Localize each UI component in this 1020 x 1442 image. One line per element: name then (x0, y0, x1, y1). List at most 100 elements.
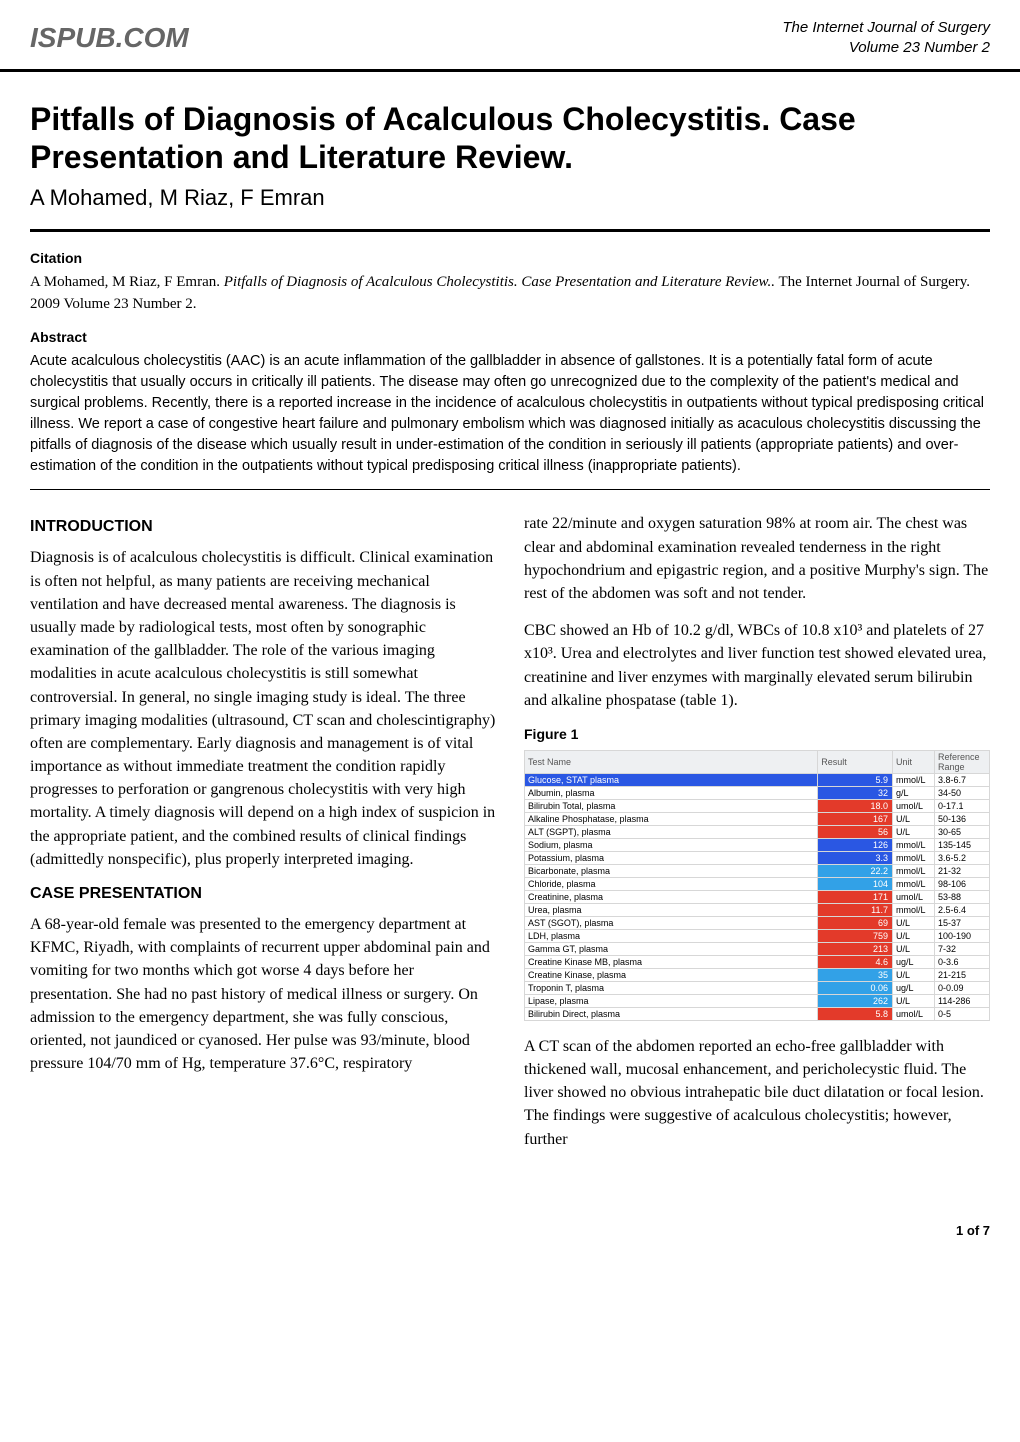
cell-unit: U/L (893, 916, 935, 929)
table-row: Bilirubin Total, plasma18.0umol/L0-17.1 (525, 799, 990, 812)
cell-reference-range: 0-0.09 (935, 981, 990, 994)
cell-result: 69 (818, 916, 893, 929)
cell-reference-range: 3.8-6.7 (935, 773, 990, 786)
cell-result: 167 (818, 812, 893, 825)
cell-test-name: Albumin, plasma (525, 786, 818, 799)
article-authors: A Mohamed, M Riaz, F Emran (30, 185, 990, 211)
cell-test-name: Gamma GT, plasma (525, 942, 818, 955)
case-paragraph-2: rate 22/minute and oxygen saturation 98%… (524, 512, 990, 605)
table-row: Lipase, plasma262U/L114-286 (525, 994, 990, 1007)
case-paragraph-3: CBC showed an Hb of 10.2 g/dl, WBCs of 1… (524, 619, 990, 712)
col-unit: Unit (893, 750, 935, 773)
cell-result: 104 (818, 877, 893, 890)
journal-name: The Internet Journal of Surgery (782, 18, 990, 38)
cell-unit: mmol/L (893, 773, 935, 786)
cell-result: 126 (818, 838, 893, 851)
divider-thin (30, 489, 990, 490)
cell-test-name: AST (SGOT), plasma (525, 916, 818, 929)
cell-reference-range: 0-17.1 (935, 799, 990, 812)
journal-volume: Volume 23 Number 2 (782, 38, 990, 58)
cell-reference-range: 98-106 (935, 877, 990, 890)
lab-results-table: Test Name Result Unit Reference Range Gl… (524, 750, 990, 1021)
divider (30, 229, 990, 232)
col-test-name: Test Name (525, 750, 818, 773)
citation-title: Pitfalls of Diagnosis of Acalculous Chol… (224, 274, 775, 290)
cell-reference-range: 30-65 (935, 825, 990, 838)
cell-test-name: Glucose, STAT plasma (525, 773, 818, 786)
cell-result: 5.8 (818, 1007, 893, 1020)
table-row: Potassium, plasma3.3mmol/L3.6-5.2 (525, 851, 990, 864)
citation-text: A Mohamed, M Riaz, F Emran. Pitfalls of … (30, 272, 990, 316)
cell-reference-range: 15-37 (935, 916, 990, 929)
table-row: LDH, plasma759U/L100-190 (525, 929, 990, 942)
cell-unit: umol/L (893, 1007, 935, 1020)
cell-test-name: Lipase, plasma (525, 994, 818, 1007)
cell-unit: g/L (893, 786, 935, 799)
cell-reference-range: 21-215 (935, 968, 990, 981)
cell-reference-range: 7-32 (935, 942, 990, 955)
cell-test-name: Sodium, plasma (525, 838, 818, 851)
cell-result: 213 (818, 942, 893, 955)
cell-test-name: Bilirubin Total, plasma (525, 799, 818, 812)
cell-result: 171 (818, 890, 893, 903)
cell-test-name: Creatine Kinase, plasma (525, 968, 818, 981)
two-column-body: INTRODUCTION Diagnosis is of acalculous … (30, 512, 990, 1164)
table-row: Glucose, STAT plasma5.9mmol/L3.8-6.7 (525, 773, 990, 786)
cell-test-name: Alkaline Phosphatase, plasma (525, 812, 818, 825)
table-row: Gamma GT, plasma213U/L7-32 (525, 942, 990, 955)
cell-test-name: Troponin T, plasma (525, 981, 818, 994)
table-row: Albumin, plasma32g/L34-50 (525, 786, 990, 799)
cell-result: 18.0 (818, 799, 893, 812)
cell-reference-range: 53-88 (935, 890, 990, 903)
cell-unit: U/L (893, 929, 935, 942)
cell-test-name: Bilirubin Direct, plasma (525, 1007, 818, 1020)
table-row: Chloride, plasma104mmol/L98-106 (525, 877, 990, 890)
figure-label: Figure 1 (524, 726, 990, 742)
cell-test-name: ALT (SGPT), plasma (525, 825, 818, 838)
cell-test-name: Bicarbonate, plasma (525, 864, 818, 877)
page-number: 1 of 7 (0, 1223, 1020, 1238)
site-name: ISPUB.COM (30, 22, 189, 54)
cell-unit: mmol/L (893, 851, 935, 864)
introduction-paragraph: Diagnosis is of acalculous cholecystitis… (30, 546, 496, 871)
cell-unit: ug/L (893, 955, 935, 968)
left-column: INTRODUCTION Diagnosis is of acalculous … (30, 512, 496, 1164)
cell-result: 35 (818, 968, 893, 981)
cell-result: 4.6 (818, 955, 893, 968)
cell-test-name: Creatinine, plasma (525, 890, 818, 903)
col-reference: Reference Range (935, 750, 990, 773)
table-row: ALT (SGPT), plasma56U/L30-65 (525, 825, 990, 838)
citation-label: Citation (30, 250, 990, 266)
cell-unit: mmol/L (893, 864, 935, 877)
table-row: Creatine Kinase MB, plasma4.6ug/L0-3.6 (525, 955, 990, 968)
article-title: Pitfalls of Diagnosis of Acalculous Chol… (30, 100, 990, 177)
cell-reference-range: 50-136 (935, 812, 990, 825)
table-row: Sodium, plasma126mmol/L135-145 (525, 838, 990, 851)
cell-unit: U/L (893, 825, 935, 838)
cell-result: 5.9 (818, 773, 893, 786)
col-result: Result (818, 750, 893, 773)
abstract-text: Acute acalculous cholecystitis (AAC) is … (30, 351, 990, 477)
table-row: Troponin T, plasma0.06ug/L0-0.09 (525, 981, 990, 994)
cell-test-name: LDH, plasma (525, 929, 818, 942)
cell-result: 0.06 (818, 981, 893, 994)
table-row: Creatinine, plasma171umol/L53-88 (525, 890, 990, 903)
cell-test-name: Chloride, plasma (525, 877, 818, 890)
cell-result: 32 (818, 786, 893, 799)
cell-test-name: Potassium, plasma (525, 851, 818, 864)
cell-unit: U/L (893, 968, 935, 981)
table-row: Bilirubin Direct, plasma5.8umol/L0-5 (525, 1007, 990, 1020)
case-paragraph-4: A CT scan of the abdomen reported an ech… (524, 1035, 990, 1151)
cell-reference-range: 0-5 (935, 1007, 990, 1020)
table-row: Bicarbonate, plasma22.2mmol/L21-32 (525, 864, 990, 877)
table-row: Creatine Kinase, plasma35U/L21-215 (525, 968, 990, 981)
cell-reference-range: 21-32 (935, 864, 990, 877)
citation-authors: A Mohamed, M Riaz, F Emran. (30, 274, 220, 290)
cell-reference-range: 3.6-5.2 (935, 851, 990, 864)
table-header-row: Test Name Result Unit Reference Range (525, 750, 990, 773)
cell-test-name: Urea, plasma (525, 903, 818, 916)
cell-result: 262 (818, 994, 893, 1007)
cell-test-name: Creatine Kinase MB, plasma (525, 955, 818, 968)
introduction-heading: INTRODUCTION (30, 518, 496, 536)
cell-reference-range: 34-50 (935, 786, 990, 799)
